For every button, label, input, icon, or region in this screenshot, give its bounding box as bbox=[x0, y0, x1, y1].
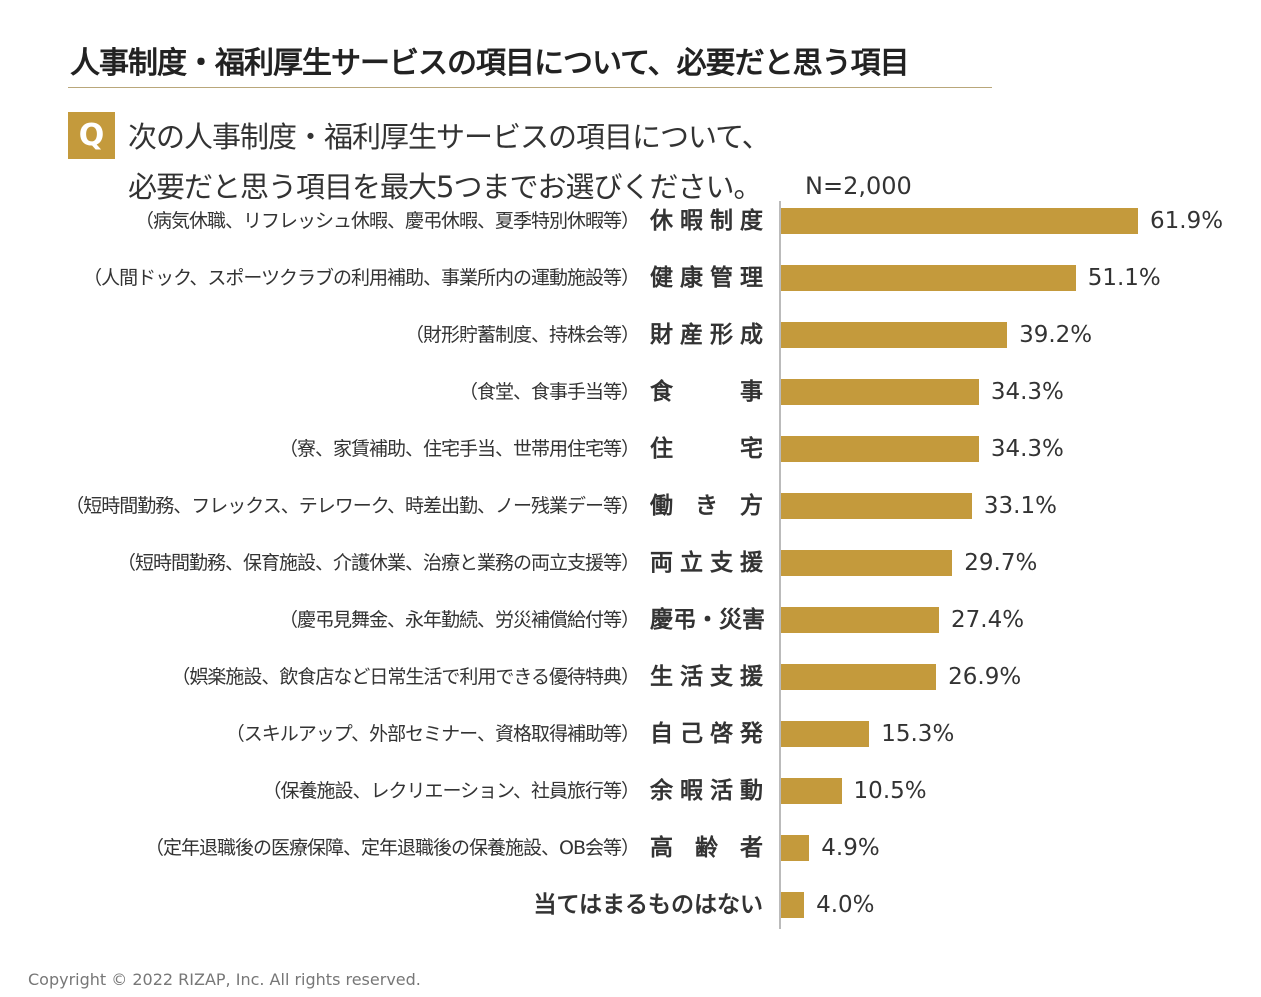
category-description: （スキルアップ、外部セミナー、資格取得補助等） bbox=[225, 723, 640, 745]
bar-row: （保養施設、レクリエーション、社員旅行等） 余暇活動 10.5% bbox=[0, 778, 1261, 804]
category-description: （娯楽施設、飲食店など日常生活で利用できる優待特典） bbox=[171, 666, 640, 688]
category-label: 両立支援 bbox=[650, 550, 763, 576]
category-label: 健康管理 bbox=[650, 265, 763, 291]
bar bbox=[781, 778, 842, 804]
category-description: （人間ドック、スポーツクラブの利用補助、事業所内の運動施設等） bbox=[83, 267, 640, 289]
bar bbox=[781, 265, 1076, 291]
bar-row: （慶弔見舞金、永年勤続、労災補償給付等） 慶弔・災害 27.4% bbox=[0, 607, 1261, 633]
category-description: （短時間勤務、フレックス、テレワーク、時差出勤、ノー残業デー等） bbox=[65, 495, 640, 517]
bar-row: （娯楽施設、飲食店など日常生活で利用できる優待特典） 生活支援 26.9% bbox=[0, 664, 1261, 690]
category-description: （寮、家賃補助、住宅手当、世帯用住宅等） bbox=[278, 438, 640, 460]
category-description: （保養施設、レクリエーション、社員旅行等） bbox=[262, 780, 640, 802]
data-label: 26.9% bbox=[948, 664, 1022, 690]
category-label: 生活支援 bbox=[650, 664, 763, 690]
category-description: （定年退職後の医療保障、定年退職後の保養施設、OB会等） bbox=[145, 837, 640, 859]
sample-size: N=2,000 bbox=[805, 172, 912, 200]
bar-row: （食堂、食事手当等） 食 事 34.3% bbox=[0, 379, 1261, 405]
category-label: 高齢者 bbox=[650, 835, 763, 861]
question-line-2: 必要だと思う項目を最大5つまでお選びください。 bbox=[128, 170, 762, 204]
data-label: 34.3% bbox=[990, 379, 1064, 405]
bar bbox=[781, 835, 810, 861]
data-label: 27.4% bbox=[951, 607, 1025, 633]
category-description: （病気休職、リフレッシュ休暇、慶弔休暇、夏季特別休暇等） bbox=[134, 210, 640, 232]
data-label: 61.9% bbox=[1150, 208, 1224, 234]
category-description: （財形貯蓄制度、持株会等） bbox=[404, 324, 640, 346]
category-description: （短時間勤務、保育施設、介護休業、治療と業務の両立支援等） bbox=[116, 552, 640, 574]
category-label: 慶弔・災害 bbox=[650, 607, 765, 633]
question-line-1: 次の人事制度・福利厚生サービスの項目について、 bbox=[128, 120, 771, 154]
data-label: 4.0% bbox=[816, 892, 875, 918]
category-label: 食 事 bbox=[650, 379, 763, 405]
bar bbox=[781, 493, 972, 519]
bar-row: （定年退職後の医療保障、定年退職後の保養施設、OB会等） 高齢者 4.9% bbox=[0, 835, 1261, 861]
data-label: 33.1% bbox=[983, 493, 1057, 519]
bar bbox=[781, 721, 870, 747]
page-title: 人事制度・福利厚生サービスの項目について、必要だと思う項目 bbox=[70, 46, 910, 81]
bar bbox=[781, 607, 940, 633]
data-label: 4.9% bbox=[821, 835, 880, 861]
bar-row: 当てはまるものはない 4.0% bbox=[0, 892, 1261, 918]
category-description: （慶弔見舞金、永年勤続、労災補償給付等） bbox=[278, 609, 640, 631]
category-label: 余暇活動 bbox=[650, 778, 763, 804]
category-label: 財産形成 bbox=[650, 322, 763, 348]
bar bbox=[781, 436, 979, 462]
bar-row: （短時間勤務、フレックス、テレワーク、時差出勤、ノー残業デー等） 働き方 33.… bbox=[0, 493, 1261, 519]
question-badge: Q bbox=[68, 112, 115, 159]
data-label: 15.3% bbox=[881, 721, 955, 747]
bar bbox=[781, 379, 979, 405]
bar-row: （短時間勤務、保育施設、介護休業、治療と業務の両立支援等） 両立支援 29.7% bbox=[0, 550, 1261, 576]
bar-row: （人間ドック、スポーツクラブの利用補助、事業所内の運動施設等） 健康管理 51.… bbox=[0, 265, 1261, 291]
data-label: 29.7% bbox=[964, 550, 1038, 576]
bar bbox=[781, 892, 805, 918]
copyright: Copyright © 2022 RIZAP, Inc. All rights … bbox=[28, 970, 421, 989]
bar-row: （病気休職、リフレッシュ休暇、慶弔休暇、夏季特別休暇等） 休暇制度 61.9% bbox=[0, 208, 1261, 234]
bar-row: （寮、家賃補助、住宅手当、世帯用住宅等） 住 宅 34.3% bbox=[0, 436, 1261, 462]
data-label: 34.3% bbox=[990, 436, 1064, 462]
data-label: 10.5% bbox=[853, 778, 927, 804]
category-label: 自己啓発 bbox=[650, 721, 763, 747]
bar bbox=[781, 550, 953, 576]
data-label: 51.1% bbox=[1087, 265, 1161, 291]
category-description: （食堂、食事手当等） bbox=[458, 381, 640, 403]
category-label: 休暇制度 bbox=[650, 208, 763, 234]
data-label: 39.2% bbox=[1019, 322, 1093, 348]
title-divider bbox=[68, 87, 992, 88]
bar bbox=[781, 208, 1138, 234]
axis-line bbox=[779, 201, 781, 929]
bar-row: （財形貯蓄制度、持株会等） 財産形成 39.2% bbox=[0, 322, 1261, 348]
category-label: 当てはまるものはない bbox=[533, 892, 763, 918]
category-label: 住 宅 bbox=[650, 436, 763, 462]
bar-row: （スキルアップ、外部セミナー、資格取得補助等） 自己啓発 15.3% bbox=[0, 721, 1261, 747]
bar bbox=[781, 664, 937, 690]
category-label: 働き方 bbox=[650, 493, 763, 519]
bar bbox=[781, 322, 1008, 348]
